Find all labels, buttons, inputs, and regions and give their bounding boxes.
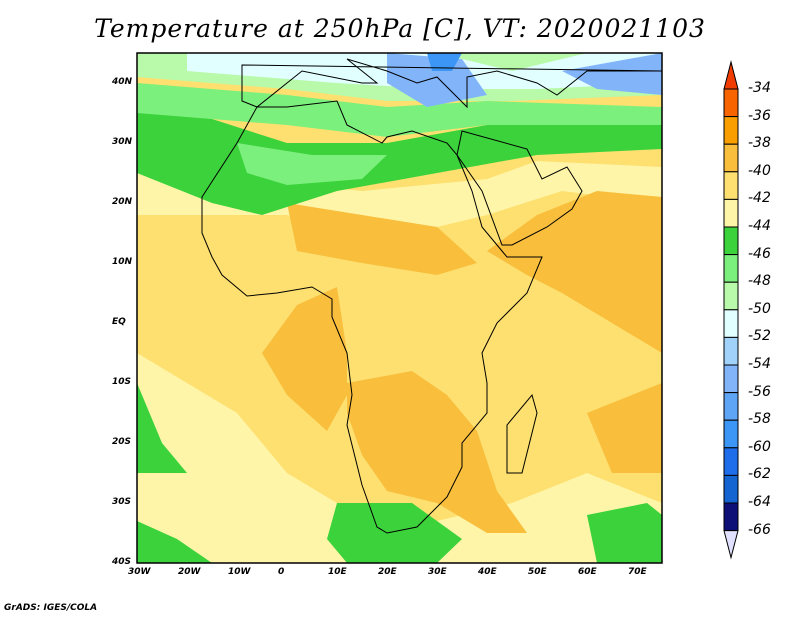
colorbar-segment <box>723 336 739 366</box>
field-green-se <box>587 503 662 563</box>
colorbar-label: -56 <box>748 383 771 400</box>
lon-tick-label: 30W <box>128 567 151 577</box>
colorbar-label: -54 <box>748 356 771 372</box>
lon-tick-label: 10E <box>328 567 347 577</box>
lat-tick-label: 20S <box>112 437 132 447</box>
lon-tick-label: 0 <box>278 567 285 577</box>
colorbar-over-triangle <box>723 60 739 90</box>
lon-tick-label: 30E <box>428 567 447 577</box>
field-green-sw-atlantic <box>137 383 187 473</box>
lon-tick-label: 20E <box>378 567 397 577</box>
colorbar-segment <box>723 143 739 173</box>
arabia-coast <box>456 130 583 246</box>
field-green-south <box>327 503 462 563</box>
field-lightgreen-band <box>137 83 662 137</box>
colorbar-under-triangle <box>723 530 739 560</box>
field-orange-arabian-sea <box>487 191 662 353</box>
colorbar-label: -38 <box>748 135 771 152</box>
field-orange-south-africa <box>347 371 527 533</box>
lat-tick-label: 10N <box>112 257 133 267</box>
field-pale-band-north <box>137 161 662 239</box>
field-green-sw-corner <box>137 521 212 563</box>
colorbar-segment <box>723 171 739 200</box>
map-title: Temperature at 250hPa [C], VT: 202002110… <box>94 14 706 43</box>
lat-tick-label: EQ <box>112 317 126 327</box>
europe-asia-coast <box>241 58 663 109</box>
colorbar-label: -48 <box>748 273 771 290</box>
colorbar-label: -60 <box>748 438 771 455</box>
colorbar-label: -44 <box>748 218 771 234</box>
colorbar-label: -58 <box>748 411 771 428</box>
lon-tick-label: 50E <box>528 567 547 577</box>
lat-tick-label: 10S <box>112 377 132 387</box>
lat-tick-label: 40S <box>112 557 132 567</box>
lat-tick-label: 20N <box>112 197 133 207</box>
field-blue-blacksea <box>427 53 462 71</box>
colorbar-label: -46 <box>748 245 771 262</box>
colorbar-segment <box>723 88 739 118</box>
colorbar-label: -64 <box>748 494 771 510</box>
colorbar <box>723 60 739 560</box>
colorbar-segment <box>723 254 739 283</box>
colorbar-label: -42 <box>748 190 771 207</box>
colorbar-label: -36 <box>748 107 771 124</box>
madagascar-coast <box>506 393 538 474</box>
lon-tick-label: 60E <box>578 567 597 577</box>
africa-coast <box>201 100 543 534</box>
colorbar-segment <box>723 447 739 476</box>
field-orange-indian <box>587 383 662 473</box>
colorbar-segment <box>723 226 739 256</box>
lat-tick-label: 30S <box>112 497 132 507</box>
colorbar-segment <box>723 198 739 228</box>
lat-tick-label: 30N <box>112 137 133 147</box>
colorbar-label: -62 <box>748 466 771 483</box>
colorbar-label: -34 <box>748 80 771 96</box>
temperature-fields <box>137 53 662 563</box>
lon-tick-label: 70E <box>628 567 647 577</box>
lon-tick-label: 40E <box>478 567 497 577</box>
coastlines <box>201 58 663 534</box>
colorbar-label: -66 <box>748 521 771 538</box>
field-pale-band-south <box>137 353 662 563</box>
colorbar-segment <box>723 281 739 311</box>
field-orange-sahel <box>287 203 477 275</box>
colorbar-label: -50 <box>748 300 771 317</box>
map-frame <box>136 52 663 564</box>
colorbar-segment <box>723 502 739 532</box>
colorbar-segment <box>723 309 739 338</box>
field-orange-atlantic <box>262 287 347 431</box>
colorbar-label: -52 <box>748 328 771 345</box>
colorbar-segment <box>723 474 739 504</box>
colorbar-segment <box>723 116 739 145</box>
lat-tick-label: 40N <box>112 77 133 87</box>
colorbar-label: -40 <box>748 162 771 179</box>
field-blue-central-asia <box>562 53 662 95</box>
colorbar-segment <box>723 419 739 449</box>
footer-credit: GrADS: IGES/COLA <box>4 603 98 613</box>
lon-tick-label: 20W <box>178 567 201 577</box>
field-blue-aegean <box>387 53 487 107</box>
lon-tick-label: 10W <box>228 567 251 577</box>
field-green-subtropics <box>137 107 662 215</box>
field-lightgreen-sahara <box>237 143 387 185</box>
colorbar-segment <box>723 392 739 421</box>
colorbar-segment <box>723 364 739 394</box>
